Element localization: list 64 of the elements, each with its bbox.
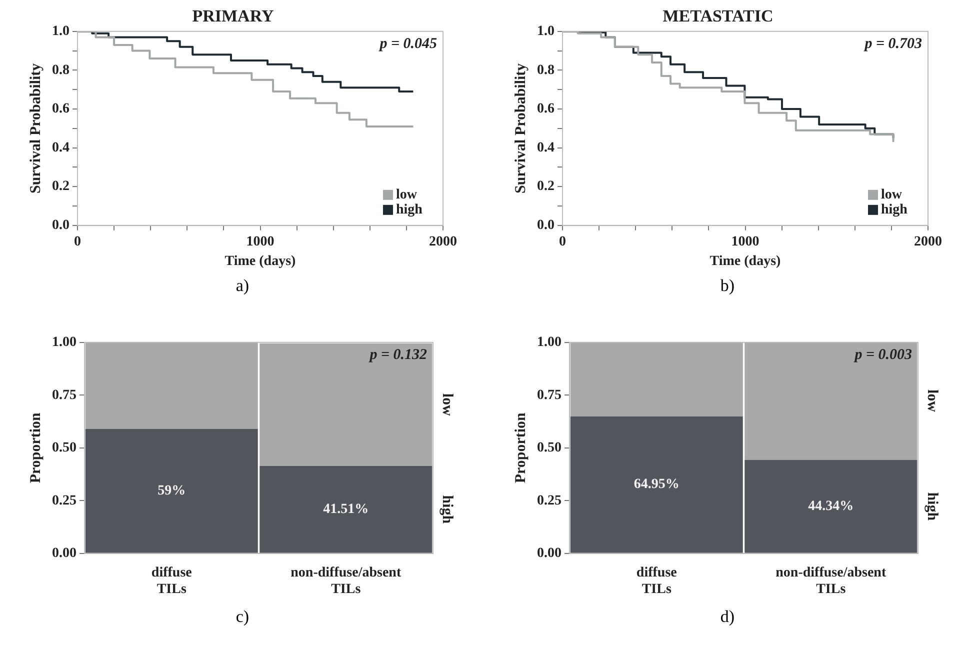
y-tick-label: 0.6 (536, 102, 554, 117)
y-tick-label: 0.4 (52, 140, 69, 156)
annotation: p = 0.045 (377, 36, 437, 52)
x-axis-title: Time (days) (709, 254, 781, 270)
y-axis-title: Survival Probability (27, 62, 44, 194)
legend-label: high (396, 202, 422, 218)
data-label: 44.34% (808, 498, 854, 514)
annotation: p = 0.703 (862, 36, 922, 52)
text: a) (236, 276, 250, 296)
text: d) (720, 607, 735, 627)
y-tick-label: 1.00 (536, 335, 561, 350)
y-tick-label: 0.50 (536, 440, 561, 456)
y-tick-label: 0.8 (52, 62, 69, 78)
y-tick-label: 0.0 (52, 218, 69, 234)
y-tick-label: 0.00 (536, 546, 561, 562)
x-tick-label: non-diffuse/absent TILs (290, 565, 401, 598)
text: low (438, 393, 455, 416)
x-tick-label: 1000 (246, 234, 274, 250)
annotation: p = 0.132 (367, 346, 427, 363)
text: c) (236, 607, 250, 627)
x-axis-title: Time (days) (224, 254, 296, 270)
data-label: 41.51% (322, 502, 368, 517)
x-tick-label: 0 (558, 234, 566, 250)
y-tick-label: 1.00 (52, 335, 76, 350)
y-tick-label: 0.4 (536, 140, 554, 156)
text: b) (720, 276, 735, 296)
x-tick-label: 2000 (428, 234, 456, 250)
x-tick-label: diffuse TILs (150, 565, 192, 598)
bar (570, 416, 742, 553)
text: low (924, 390, 940, 412)
y-tick-label: 0.2 (536, 179, 554, 194)
y-tick-label: 0.6 (52, 102, 69, 117)
y-tick-label: 0.2 (52, 179, 69, 194)
legend-label: high (880, 202, 908, 218)
text: high (438, 495, 455, 524)
bar (570, 342, 742, 416)
data-label: 64.95% (633, 477, 679, 492)
y-tick-label: 0.8 (536, 62, 554, 78)
y-tick-label: 0.75 (52, 388, 76, 403)
y-tick-label: 0.00 (52, 546, 76, 562)
chart-title: METASTATIC (662, 6, 773, 26)
annotation: p = 0.003 (852, 346, 912, 363)
y-tick-label: 0.25 (536, 493, 561, 508)
legend-label: low (396, 188, 418, 203)
bar (84, 342, 258, 429)
x-tick-label: 2000 (914, 234, 942, 250)
x-tick-label: diffuse TILs (636, 565, 676, 598)
y-tick-label: 1.0 (52, 24, 69, 40)
y-tick-label: 1.0 (536, 24, 554, 40)
y-tick-label: 0.0 (536, 218, 554, 234)
legend-label: low (880, 188, 902, 203)
text: high (924, 492, 940, 522)
chart-title: PRIMARY (192, 6, 274, 26)
x-tick-label: non-diffuse/absent TILs (775, 565, 886, 598)
y-tick-label: 0.50 (52, 440, 76, 456)
data-label: 59% (157, 484, 186, 499)
y-axis-title: Survival Probability (512, 62, 528, 194)
y-tick-label: 0.25 (52, 493, 76, 508)
y-axis-title: Proportion (27, 412, 44, 484)
y-axis-title: Proportion (512, 412, 528, 484)
bar (84, 428, 258, 553)
x-tick-label: 0 (74, 234, 80, 250)
x-tick-label: 1000 (730, 234, 759, 250)
y-tick-label: 0.75 (536, 388, 561, 403)
